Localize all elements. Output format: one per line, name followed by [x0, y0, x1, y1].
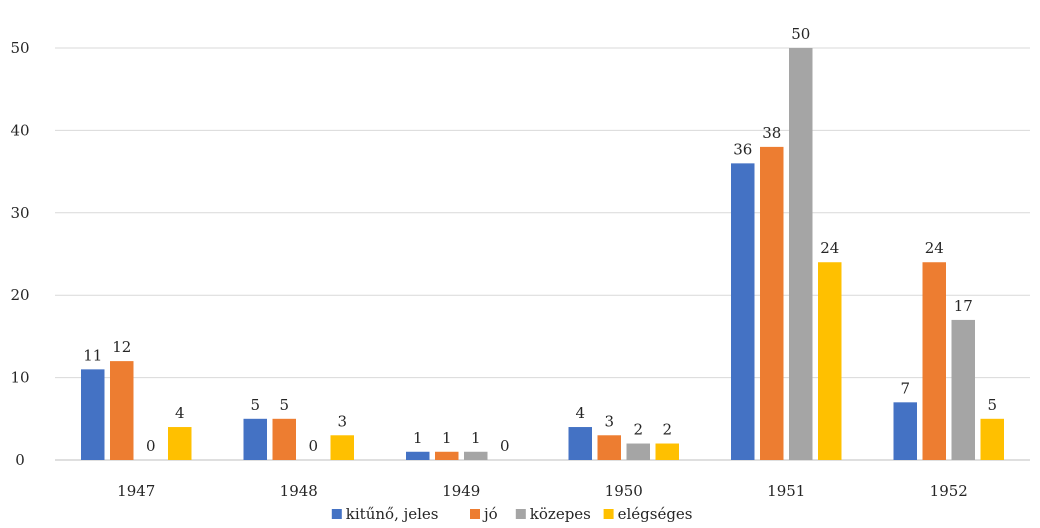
data-label: 5 — [250, 396, 260, 414]
legend-swatch — [603, 509, 614, 519]
bar — [243, 418, 267, 460]
legend-label: elégséges — [618, 505, 693, 523]
data-label: 3 — [604, 412, 614, 430]
data-label: 1 — [471, 429, 481, 447]
data-label: 2 — [633, 421, 643, 439]
y-tick-label: 20 — [10, 286, 29, 304]
legend-label: jó — [482, 505, 498, 523]
bar — [110, 361, 134, 460]
data-label: 5 — [279, 396, 289, 414]
bar — [655, 443, 679, 460]
legend-swatch — [470, 509, 480, 519]
bar — [168, 427, 192, 460]
data-label: 2 — [662, 421, 672, 439]
bar — [789, 48, 813, 460]
x-category-label: 1950 — [605, 482, 643, 500]
x-axis-category-labels: 1947 1948 1949 1950 1951 1952 — [117, 482, 968, 500]
y-axis-tick-labels: 0 10 20 30 40 50 — [10, 39, 29, 469]
bar — [435, 451, 459, 460]
data-label: 4 — [175, 404, 185, 422]
bar — [406, 451, 430, 460]
gridlines — [55, 47, 1030, 461]
data-label: 24 — [925, 239, 944, 257]
data-label: 12 — [112, 338, 131, 356]
bar — [568, 427, 592, 460]
data-label: 3 — [337, 412, 347, 430]
legend-swatch — [331, 509, 342, 519]
bar — [818, 262, 842, 460]
y-tick-label: 0 — [15, 451, 25, 469]
bar — [893, 402, 917, 460]
bar — [81, 369, 105, 460]
data-label: 17 — [954, 297, 973, 315]
bar — [330, 435, 354, 460]
data-label: 1 — [442, 429, 452, 447]
bar — [980, 418, 1004, 460]
x-category-label: 1948 — [280, 482, 318, 500]
x-category-label: 1949 — [442, 482, 480, 500]
y-tick-label: 10 — [10, 369, 29, 387]
bar — [597, 435, 621, 460]
data-label: 4 — [575, 404, 585, 422]
bar — [922, 262, 946, 460]
data-label: 5 — [987, 396, 997, 414]
x-category-label: 1951 — [767, 482, 805, 500]
y-tick-label: 30 — [10, 204, 29, 222]
bars — [81, 48, 1004, 461]
data-label: 1 — [413, 429, 423, 447]
bar — [626, 443, 650, 460]
data-label: 7 — [900, 379, 910, 397]
bar — [951, 319, 975, 460]
legend: kitűnő, jeles jó közepes elégséges — [331, 505, 693, 523]
x-category-label: 1952 — [930, 482, 968, 500]
data-label: 0 — [146, 437, 156, 455]
data-label: 36 — [733, 140, 752, 158]
data-label: 38 — [762, 124, 781, 142]
data-label: 11 — [83, 346, 102, 364]
y-tick-label: 40 — [10, 121, 29, 139]
bar — [760, 146, 784, 460]
y-tick-label: 50 — [10, 39, 29, 57]
data-label: 24 — [820, 239, 839, 257]
legend-swatch — [515, 509, 526, 519]
bar — [272, 418, 296, 460]
data-label: 0 — [500, 437, 510, 455]
legend-label: közepes — [530, 505, 591, 523]
data-label: 0 — [308, 437, 318, 455]
data-label: 50 — [791, 25, 810, 43]
bar — [731, 163, 755, 461]
bar — [464, 451, 488, 460]
x-category-label: 1947 — [117, 482, 155, 500]
legend-label: kitűnő, jeles — [346, 505, 439, 523]
